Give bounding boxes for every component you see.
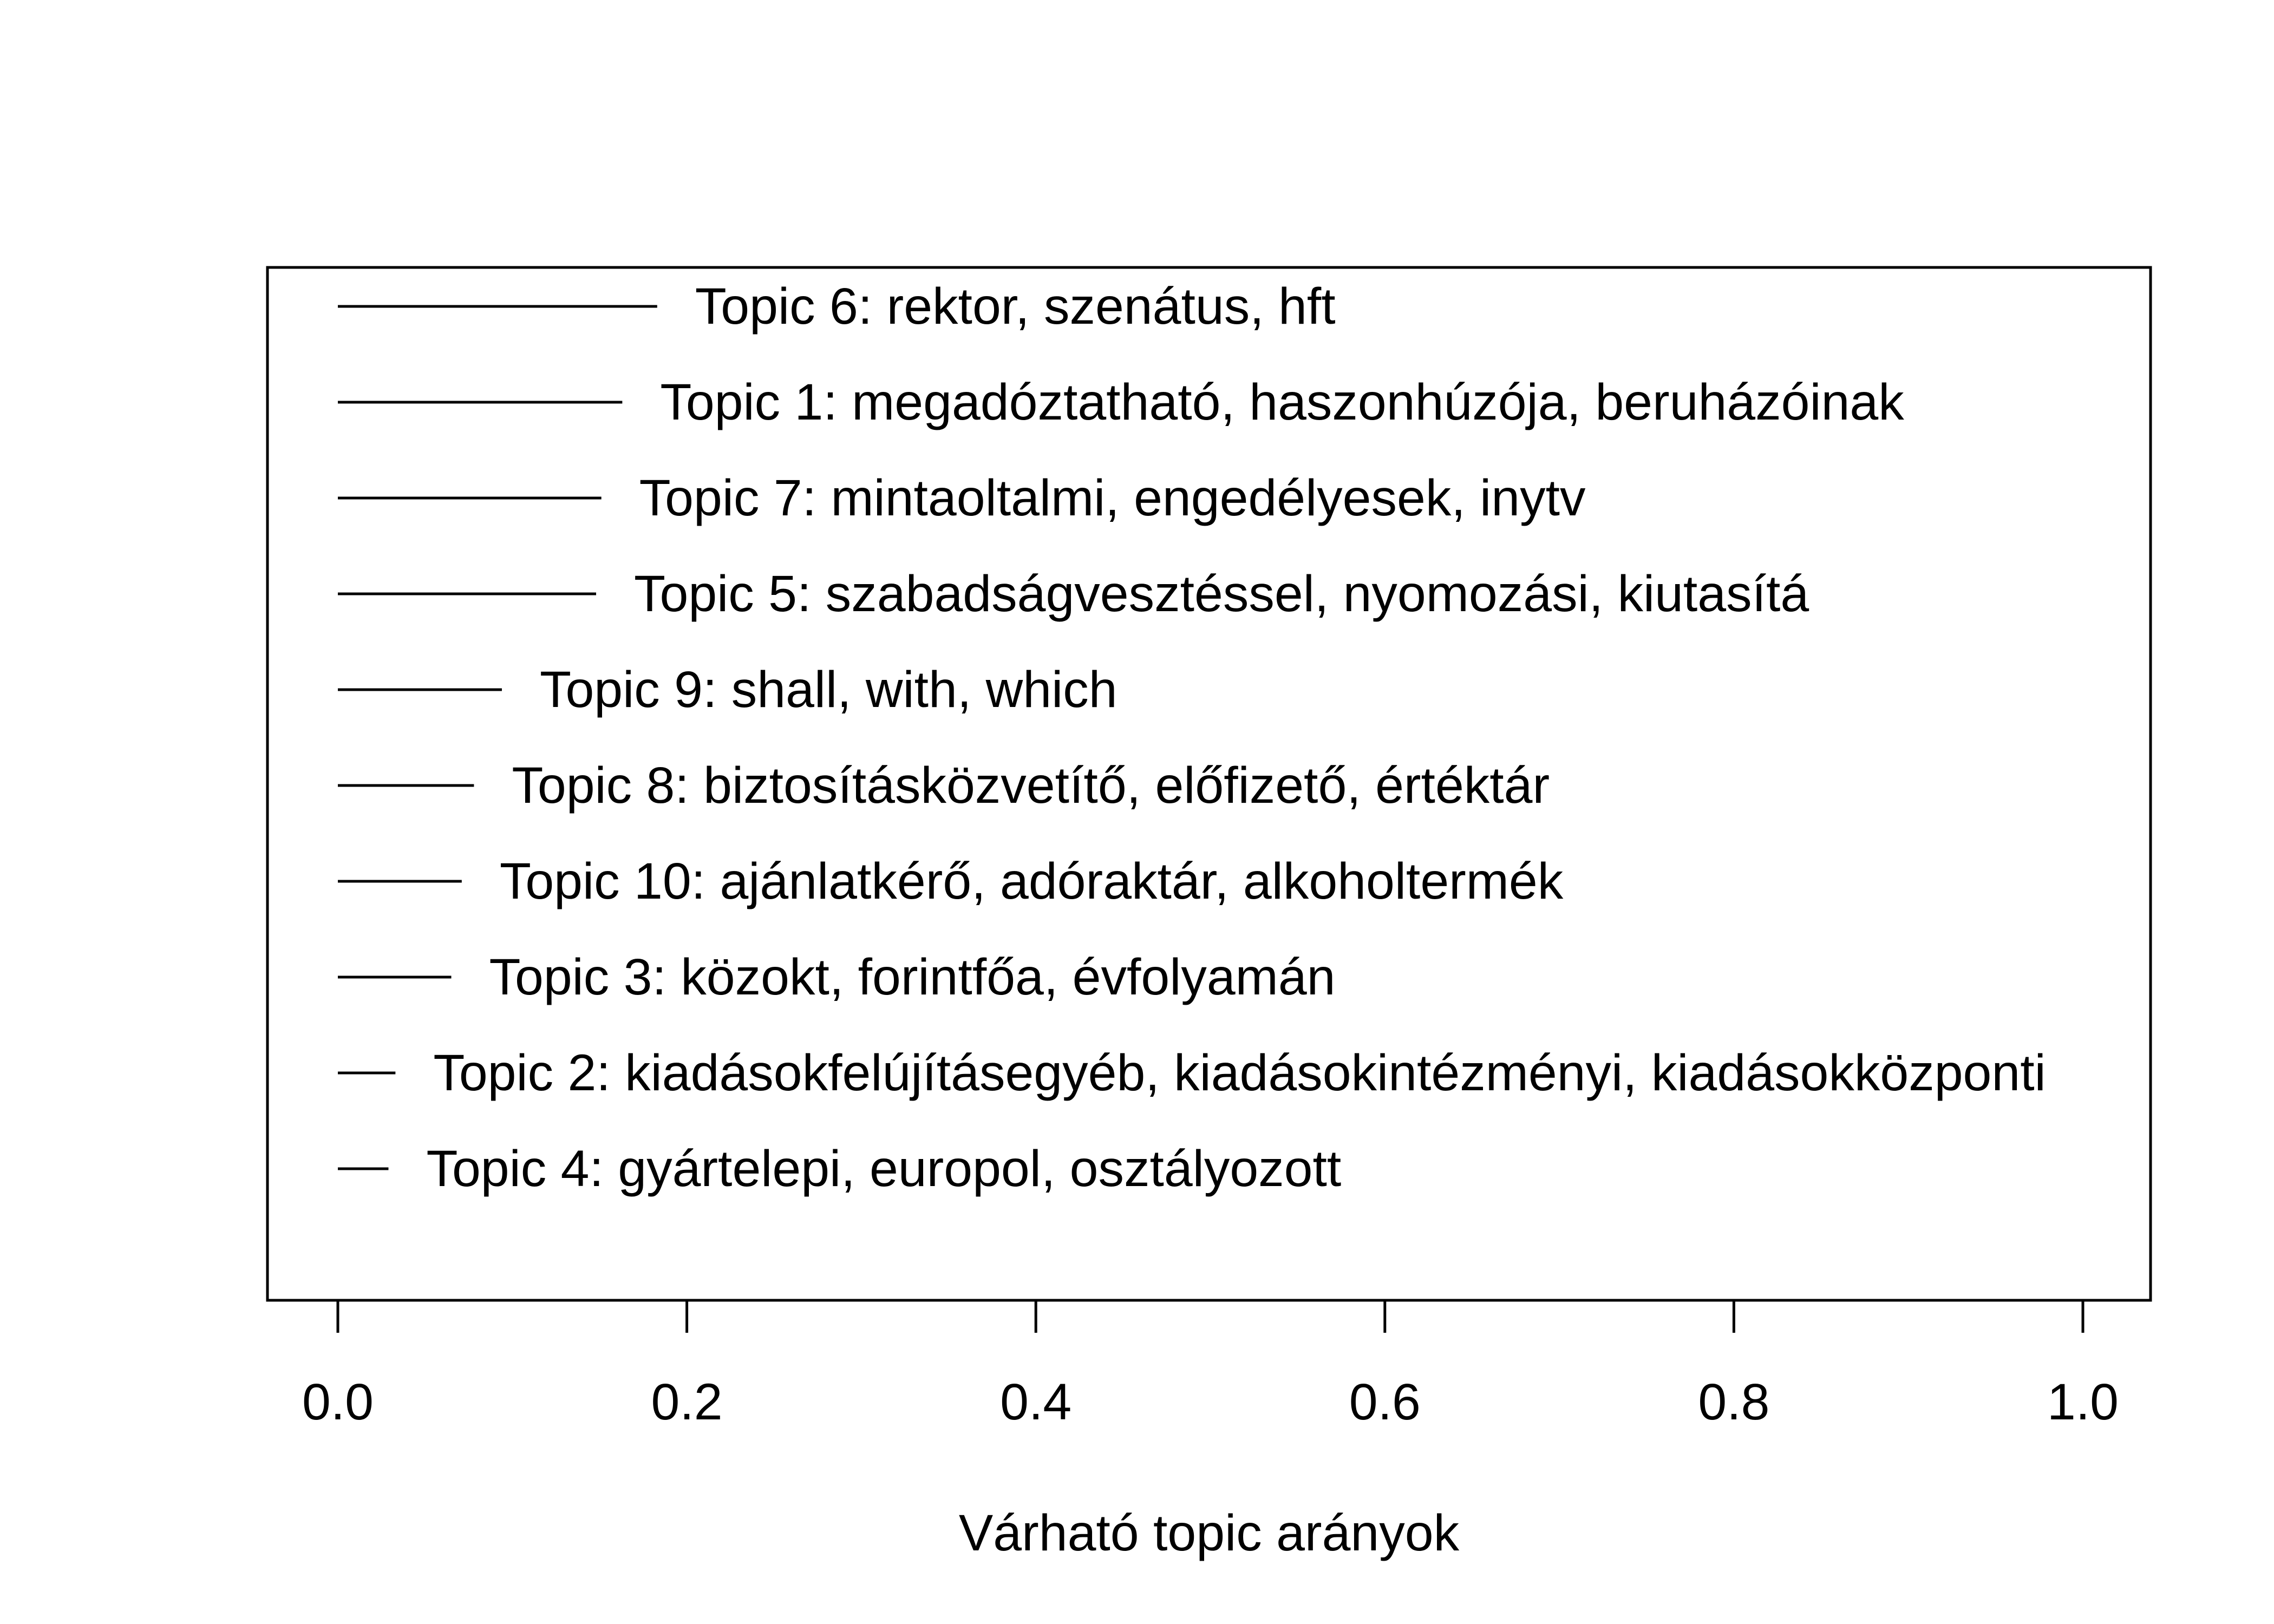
x-tick-label: 0.6 xyxy=(1349,1373,1421,1431)
plot-frame xyxy=(266,266,2152,1302)
x-tick-label: 0.8 xyxy=(1698,1373,1769,1431)
topic-label: Topic 4: gyártelepi, europol, osztályozo… xyxy=(426,1140,1341,1197)
topic-label: Topic 5: szabadságvesztéssel, nyomozási,… xyxy=(634,565,1809,623)
x-tick-label: 1.0 xyxy=(2047,1373,2119,1431)
topic-label: Topic 8: biztosításközvetítő, előfizető,… xyxy=(512,757,1550,814)
topic-bars xyxy=(338,305,657,1170)
topic-label: Topic 9: shall, with, which xyxy=(540,661,1118,718)
topic-label: Topic 3: közokt, forintfőa, évfolyamán xyxy=(489,948,1335,1006)
topic-label: Topic 2: kiadásokfelújításegyéb, kiadáso… xyxy=(433,1044,2046,1102)
topic-label: Topic 10: ajánlatkérő, adóraktár, alkoho… xyxy=(500,853,1564,910)
topic-label: Topic 1: megadóztatható, haszonhúzója, b… xyxy=(660,374,1904,431)
x-axis-ticks xyxy=(336,1300,2084,1333)
x-tick-label: 0.2 xyxy=(651,1373,723,1431)
x-axis-title: Várható topic arányok xyxy=(959,1504,1460,1562)
x-axis-tick-labels: 0.0 0.2 0.4 0.6 0.8 1.0 xyxy=(302,1373,2119,1431)
topic-label: Topic 7: mintaoltalmi, engedélyesek, iny… xyxy=(639,469,1586,527)
x-tick-label: 0.4 xyxy=(1000,1373,1071,1431)
x-tick-label: 0.0 xyxy=(302,1373,374,1431)
topic-labels: Topic 6: rektor, szenátus, hft Topic 1: m… xyxy=(426,278,2046,1197)
topic-label: Topic 6: rektor, szenátus, hft xyxy=(695,278,1336,335)
